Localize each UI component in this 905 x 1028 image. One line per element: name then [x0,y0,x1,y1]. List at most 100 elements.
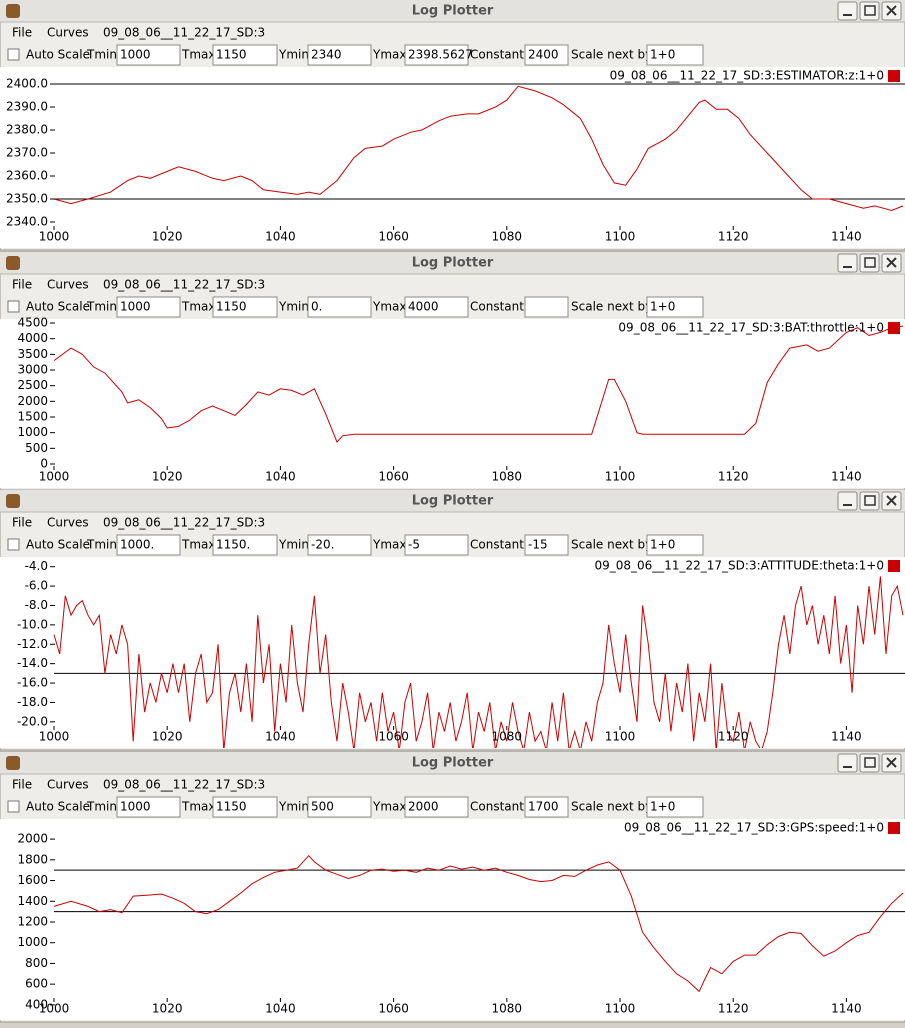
x-tick-label: 1020 [152,470,183,484]
menu-item[interactable]: File [12,26,32,40]
auto-scale-checkbox[interactable] [7,300,20,313]
toolbar-label: Tmax [181,300,215,314]
legend-label[interactable]: 09_08_06__11_22_17_SD:3:BAT:throttle:1+0 [618,321,884,335]
text-input[interactable] [646,796,704,818]
text-input[interactable] [307,534,372,556]
legend-swatch[interactable] [888,70,900,82]
legend-label[interactable]: 09_08_06__11_22_17_SD:3:GPS:speed:1+0 [624,821,884,835]
toolbar-label: Auto Scale [26,48,90,62]
legend-swatch[interactable] [888,322,900,334]
y-tick-label: 0 [40,457,48,471]
window-icon[interactable] [6,494,20,508]
input-value: 1700 [528,800,559,814]
y-tick-label: 4000 [17,331,48,345]
text-input[interactable] [212,296,278,318]
text-input[interactable] [524,296,569,318]
text-input[interactable] [404,296,469,318]
text-input[interactable] [646,296,704,318]
text-input[interactable] [116,296,181,318]
text-input[interactable] [524,534,569,556]
y-tick-label: 2500 [17,378,48,392]
minimize-button[interactable] [837,491,858,511]
x-tick-label: 1120 [718,470,749,484]
input-value: 1150 [216,800,247,814]
text-input[interactable] [646,534,704,556]
toolbar-label: Ymin [278,48,309,62]
title-bar [0,490,905,512]
text-input[interactable] [646,44,704,66]
maximize-button[interactable] [859,753,880,773]
legend-label[interactable]: 09_08_06__11_22_17_SD:3:ATTITUDE:theta:1… [594,559,884,573]
legend-label[interactable]: 09_08_06__11_22_17_SD:3:ESTIMATOR:z:1+0 [610,69,884,83]
x-tick-label: 1020 [152,730,183,744]
window-icon[interactable] [6,256,20,270]
menu-item[interactable]: File [12,278,32,292]
data-line [53,576,904,748]
window-icon[interactable] [6,4,20,18]
toolbar-label: Tmax [181,48,215,62]
y-tick-label: 1000 [17,425,48,439]
legend-swatch[interactable] [888,822,900,834]
minimize-button[interactable] [837,1,858,21]
text-input[interactable] [404,534,469,556]
maximize-button[interactable] [859,253,880,273]
minimize-button[interactable] [837,253,858,273]
menu-item[interactable]: Curves [47,26,89,40]
menu-item[interactable]: File [12,516,32,530]
menu-item[interactable]: Curves [47,778,89,792]
y-tick-label: -12.0 [17,637,48,651]
menu-item[interactable]: File [12,778,32,792]
text-input[interactable] [116,796,181,818]
text-input[interactable] [404,796,469,818]
text-input[interactable] [212,796,278,818]
input-value: -5 [408,538,420,552]
toolbar-label: Tmin [86,300,117,314]
close-glyph [886,495,897,506]
x-tick-label: 1120 [718,1002,749,1016]
auto-scale-checkbox[interactable] [7,538,20,551]
text-input[interactable] [307,796,372,818]
toolbar-label: Constant: [470,800,528,814]
text-input[interactable] [212,534,278,556]
y-tick-label: -6.0 [25,579,48,593]
y-tick-label: -14.0 [17,656,48,670]
text-input[interactable] [524,796,569,818]
y-tick-label: 2360.0 [6,169,48,183]
toolbar-label: Ymax [372,538,406,552]
input-value: 2340 [311,48,342,62]
text-input[interactable] [404,44,469,66]
text-input[interactable] [116,44,181,66]
x-tick-label: 1000 [39,1002,70,1016]
legend-swatch[interactable] [888,560,900,572]
x-tick-label: 1060 [378,730,409,744]
auto-scale-checkbox[interactable] [7,48,20,61]
y-tick-label: 2000 [17,832,48,846]
maximize-button[interactable] [859,1,880,21]
minimize-button[interactable] [837,753,858,773]
toolbar-label: Tmax [181,800,215,814]
text-input[interactable] [524,44,569,66]
text-input[interactable] [212,44,278,66]
y-tick-label: 400 [25,997,48,1011]
menu-item[interactable]: Curves [47,278,89,292]
window-icon[interactable] [6,756,20,770]
input-value: 1000 [120,800,151,814]
y-tick-label: -18.0 [17,695,48,709]
menu-item[interactable]: Curves [47,516,89,530]
toolbar-label: Tmax [181,538,215,552]
x-tick-label: 1100 [605,1002,636,1016]
log-plotter-window: Log Plotter File Curves 09_08_06__11_22_17_… [0,251,905,491]
x-tick-label: 1000 [39,730,70,744]
text-input[interactable] [116,534,181,556]
maximize-button[interactable] [859,491,880,511]
menu-item: 09_08_06__11_22_17_SD:3 [103,26,265,40]
y-tick-label: -4.0 [25,559,48,573]
y-tick-label: 3000 [17,363,48,377]
y-tick-label: 1400 [17,894,48,908]
y-tick-label: 2400.0 [6,77,48,91]
auto-scale-checkbox[interactable] [7,800,20,813]
text-input[interactable] [307,44,372,66]
text-input[interactable] [307,296,372,318]
plot [53,83,905,212]
